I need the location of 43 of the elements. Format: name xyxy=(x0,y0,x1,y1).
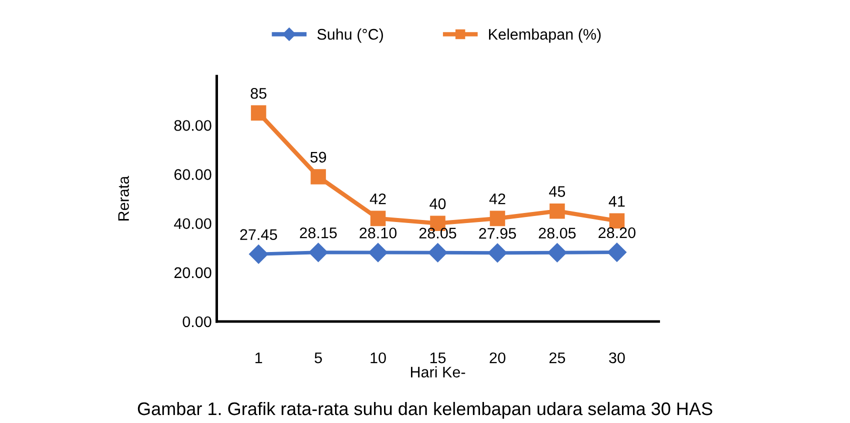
text: Gambar 1. Grafik rata-rata suhu dan kelembapan udara selama 30 HAS xyxy=(138,402,712,419)
data-label: 42 xyxy=(370,193,386,204)
y-tick-label: 40.00 xyxy=(174,218,212,230)
legend-label: Kelembapan (%) xyxy=(489,28,601,43)
point xyxy=(490,210,506,226)
data-label: 27.45 xyxy=(240,229,278,240)
point xyxy=(550,203,565,219)
x-tick-label: 15 xyxy=(430,352,446,364)
point xyxy=(249,244,268,264)
data-label: 59 xyxy=(310,152,326,163)
x-tick-label: 20 xyxy=(490,352,506,364)
point xyxy=(308,242,328,262)
point xyxy=(370,210,386,226)
x-tick-label: 1 xyxy=(255,352,262,364)
x-axis-title: Hari Ke- xyxy=(410,366,466,378)
y-tick-label: 0.00 xyxy=(182,316,212,328)
data-label: 41 xyxy=(608,196,625,207)
data-label: 28.10 xyxy=(360,228,397,238)
legend-label: Suhu (°C) xyxy=(317,28,383,43)
point xyxy=(548,243,567,262)
data-label: 28.05 xyxy=(419,228,456,239)
data-label: 28.20 xyxy=(598,227,636,238)
x-tick-label: 5 xyxy=(314,352,322,364)
point xyxy=(310,169,326,184)
point xyxy=(607,242,626,262)
data-label: 28.15 xyxy=(300,227,337,238)
y-axis-title: Rerata xyxy=(118,176,129,220)
point xyxy=(428,243,448,262)
data-label: 45 xyxy=(549,186,566,197)
y-tick-label: 80.00 xyxy=(174,120,212,131)
data-label: 85 xyxy=(250,88,266,99)
point xyxy=(488,243,508,262)
point xyxy=(250,105,266,121)
data-label: 42 xyxy=(489,193,506,204)
data-label: 40 xyxy=(430,198,446,210)
y-tick-label: 20.00 xyxy=(174,267,212,278)
data-label: 28.05 xyxy=(538,228,576,239)
x-tick-label: 25 xyxy=(549,352,566,364)
y-tick-label: 60.00 xyxy=(174,169,212,180)
x-tick-label: 10 xyxy=(370,352,386,364)
data-label: 27.95 xyxy=(479,228,516,239)
point xyxy=(368,243,388,262)
x-tick-label: 30 xyxy=(609,352,625,364)
